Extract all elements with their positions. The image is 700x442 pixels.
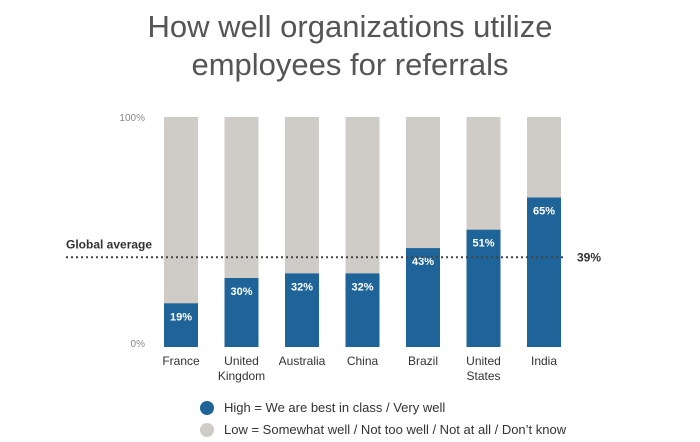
data-label-1: 30% bbox=[230, 286, 252, 298]
y-tick-label-max: 100% bbox=[119, 113, 145, 124]
legend-label-low: Low = Somewhat well / Not too well / Not… bbox=[224, 422, 567, 437]
x-tick-label-5-1: States bbox=[466, 369, 500, 383]
global-average-label: Global average bbox=[66, 237, 152, 251]
bar-high-6 bbox=[527, 197, 561, 347]
y-tick-label-min: 0% bbox=[131, 339, 146, 350]
bar-high-1 bbox=[224, 278, 259, 347]
chart-title-line-1: How well organizations utilize bbox=[147, 9, 553, 44]
legend-swatch-low bbox=[200, 422, 214, 437]
chart-title-line-2: employees for referrals bbox=[191, 47, 509, 82]
x-tick-label-0-0: France bbox=[162, 354, 200, 368]
x-tick-label-4-0: Brazil bbox=[408, 354, 438, 368]
global-average-value: 39% bbox=[577, 250, 601, 264]
chart-title: How well organizations utilize employees… bbox=[0, 8, 700, 84]
x-tick-label-3-0: China bbox=[347, 354, 379, 368]
data-label-5: 51% bbox=[472, 238, 494, 250]
x-tick-label-6-0: India bbox=[531, 354, 557, 368]
x-tick-label-5-0: United bbox=[466, 354, 501, 368]
data-label-3: 32% bbox=[351, 281, 373, 293]
bar-high-4 bbox=[406, 248, 440, 347]
data-label-0: 19% bbox=[170, 311, 192, 323]
x-tick-label-2-0: Australia bbox=[279, 354, 326, 368]
chart-legend: High = We are best in class / Very well … bbox=[200, 398, 566, 442]
bar-high-3 bbox=[345, 273, 380, 347]
legend-label-high: High = We are best in class / Very well bbox=[224, 400, 446, 415]
data-label-4: 43% bbox=[412, 256, 434, 268]
data-label-6: 65% bbox=[533, 206, 555, 218]
x-tick-label-1-1: Kingdom bbox=[218, 369, 265, 383]
bar-high-5 bbox=[466, 229, 501, 347]
legend-item-low: Low = Somewhat well / Not too well / Not… bbox=[200, 420, 566, 439]
legend-swatch-high bbox=[200, 400, 214, 415]
x-tick-label-1-0: United bbox=[224, 354, 259, 368]
data-label-2: 32% bbox=[291, 281, 313, 293]
bar-high-0 bbox=[164, 303, 198, 347]
bar-high-2 bbox=[285, 273, 319, 347]
legend-item-high: High = We are best in class / Very well bbox=[200, 398, 566, 417]
